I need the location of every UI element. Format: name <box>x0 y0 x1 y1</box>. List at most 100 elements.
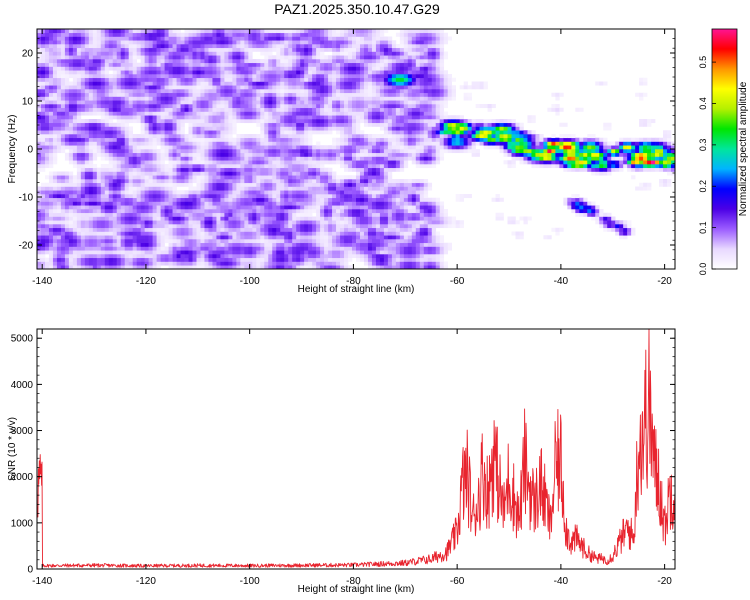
heatmap-cell <box>348 130 353 135</box>
heatmap-cell <box>120 77 126 82</box>
heatmap-cell <box>152 100 157 105</box>
heatmap-cell <box>256 92 261 97</box>
heatmap-cell <box>72 47 78 52</box>
heatmap-cell <box>316 119 321 124</box>
heatmap-cell <box>272 149 277 154</box>
heatmap-cell <box>260 209 265 214</box>
heatmap-cell <box>128 44 133 49</box>
heatmap-cell <box>220 111 225 116</box>
heatmap-cell <box>332 100 337 105</box>
heatmap-cell <box>264 239 269 244</box>
heatmap-cell <box>352 254 357 259</box>
heatmap-cell <box>192 246 197 251</box>
heatmap-cell <box>256 134 261 139</box>
heatmap-cell <box>37 212 42 217</box>
heatmap-cell <box>124 145 130 150</box>
heatmap-cell <box>184 85 189 90</box>
heatmap-cell <box>288 227 293 232</box>
heatmap-cell <box>100 44 106 49</box>
heatmap-cell <box>104 216 110 221</box>
heatmap-cell <box>204 175 209 180</box>
heatmap-cell <box>76 239 82 244</box>
heatmap-cell <box>188 246 193 251</box>
heatmap-cell <box>112 235 118 240</box>
heatmap-cell <box>104 107 110 112</box>
heatmap-cell <box>60 77 66 82</box>
heatmap-cell <box>152 186 157 191</box>
heatmap-cell <box>300 160 305 165</box>
heatmap-cell <box>336 216 341 221</box>
heatmap-cell <box>48 77 54 82</box>
heatmap-cell <box>352 246 357 251</box>
heatmap-cell <box>72 231 78 236</box>
heatmap-cell <box>244 227 249 232</box>
heatmap-cell <box>88 224 94 229</box>
heatmap-cell <box>220 126 225 131</box>
heatmap-cell <box>120 70 126 75</box>
heatmap-cell <box>300 126 305 131</box>
heatmap-cell <box>60 197 66 202</box>
heatmap-cell <box>316 235 321 240</box>
heatmap-cell <box>144 205 149 210</box>
heatmap-cell <box>76 126 82 131</box>
heatmap-cell <box>48 40 54 45</box>
heatmap-cell <box>72 96 78 101</box>
heatmap-cell <box>172 130 177 135</box>
heatmap-cell <box>240 171 245 176</box>
heatmap-cell <box>88 145 94 150</box>
heatmap-cell <box>56 130 62 135</box>
heatmap-cell <box>72 216 78 221</box>
heatmap-cell <box>224 201 229 206</box>
heatmap-cell <box>272 32 277 37</box>
heatmap-cell <box>44 85 50 90</box>
heatmap-cell <box>80 59 86 64</box>
heatmap-cell <box>292 81 297 86</box>
heatmap-cell <box>132 179 137 184</box>
heatmap-cell <box>128 130 133 135</box>
heatmap-cell <box>256 220 261 225</box>
heatmap-cell <box>144 130 149 135</box>
heatmap-cell <box>84 156 90 161</box>
heatmap-cell <box>152 257 157 262</box>
heatmap-cell <box>292 175 297 180</box>
heatmap-cell <box>104 32 110 37</box>
heatmap-cell <box>212 235 217 240</box>
heatmap-cell <box>96 209 102 214</box>
heatmap-cell <box>37 51 42 56</box>
heatmap-cell <box>268 175 273 180</box>
heatmap-cell <box>184 137 189 142</box>
heatmap-cell <box>192 190 197 195</box>
heatmap-cell <box>292 126 297 131</box>
heatmap-cell <box>200 29 205 34</box>
heatmap-cell <box>340 62 345 67</box>
heatmap-cell <box>300 141 305 146</box>
heatmap-cell <box>168 190 173 195</box>
heatmap-cell <box>56 171 62 176</box>
heatmap-cell <box>80 40 86 45</box>
heatmap-cell <box>312 167 317 172</box>
heatmap-cell <box>112 85 118 90</box>
heatmap-cell <box>312 119 317 124</box>
heatmap-cell <box>300 212 305 217</box>
heatmap-cell <box>184 205 189 210</box>
heatmap-cell <box>104 194 110 199</box>
heatmap-cell <box>240 89 245 94</box>
heatmap-cell <box>192 235 197 240</box>
heatmap-cell <box>116 104 122 109</box>
heatmap-cell <box>288 212 293 217</box>
heatmap-cell <box>44 149 50 154</box>
heatmap-cell <box>92 212 98 217</box>
heatmap-cell <box>88 51 94 56</box>
heatmap-cell <box>37 111 42 116</box>
heatmap-cell <box>188 201 193 206</box>
heatmap-cell <box>124 107 130 112</box>
heatmap-cell <box>172 119 177 124</box>
heatmap-cell <box>148 74 153 79</box>
heatmap-cell <box>92 77 98 82</box>
heatmap-cell <box>308 115 313 120</box>
heatmap-cell <box>56 104 62 109</box>
heatmap-cell <box>232 107 237 112</box>
heatmap-cell <box>248 111 253 116</box>
heatmap-cell <box>68 66 74 71</box>
heatmap-cell <box>160 182 165 187</box>
